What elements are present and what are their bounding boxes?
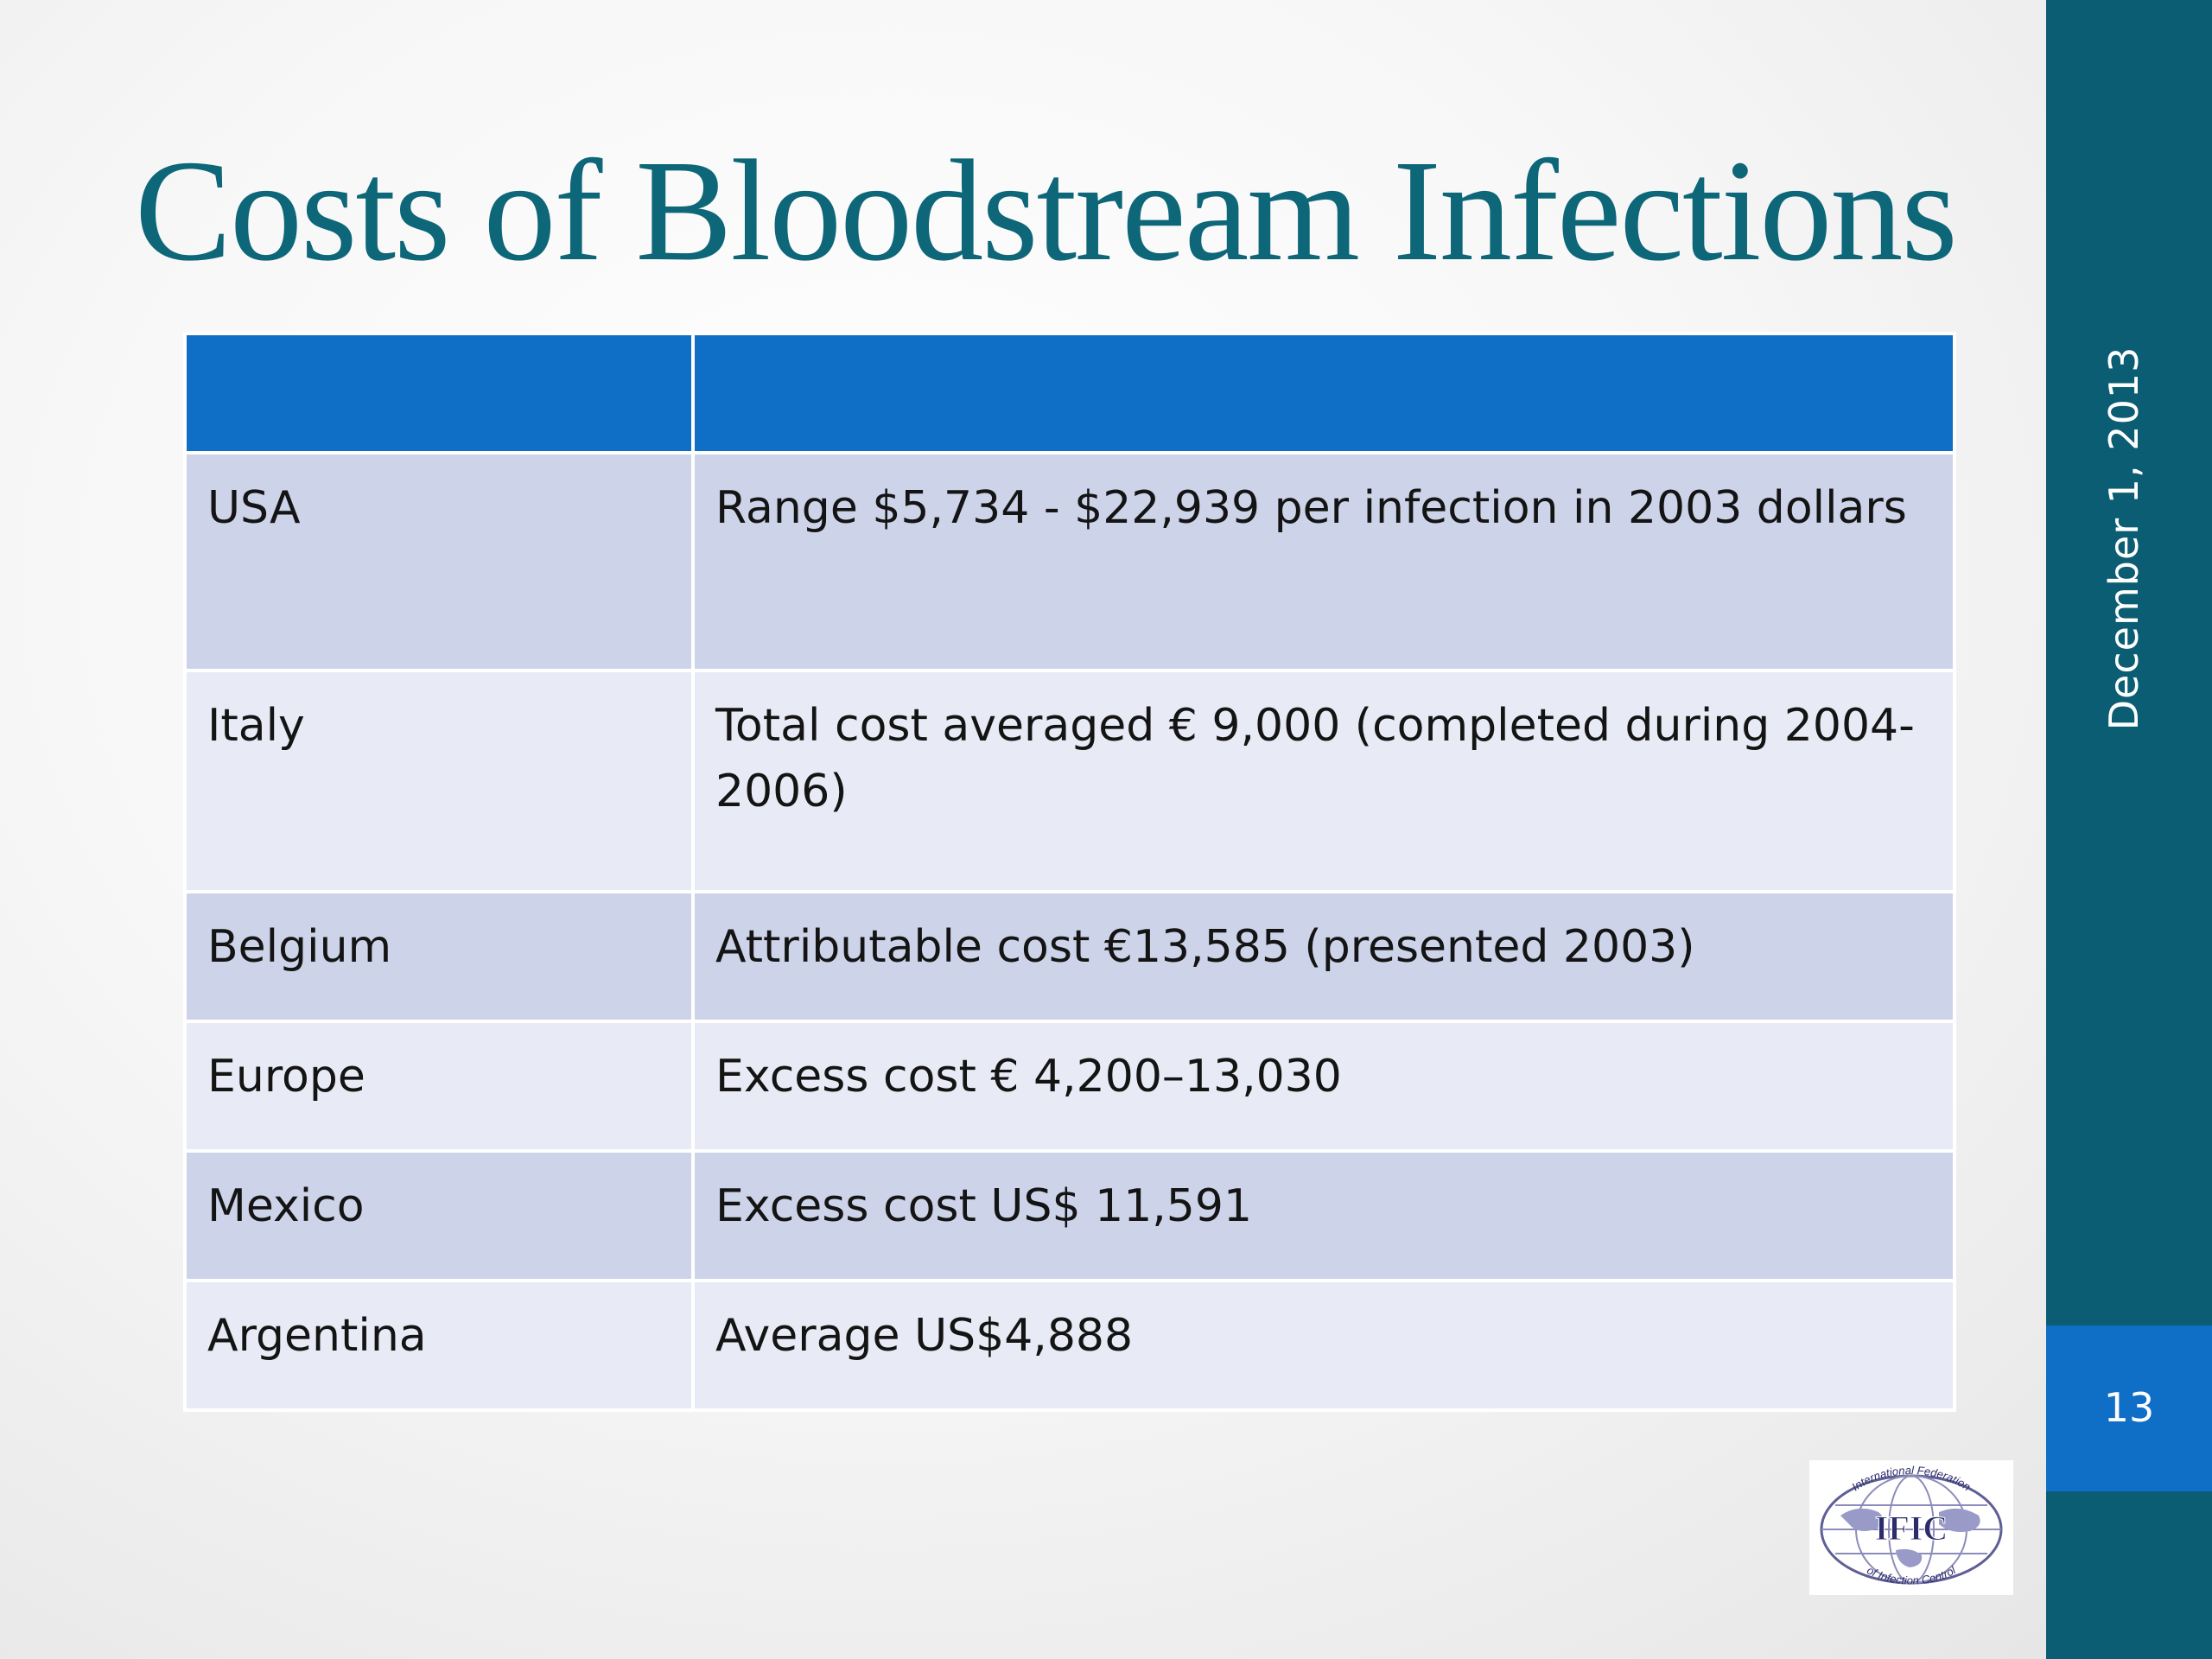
cost-cell: Excess cost US$ 11,591 xyxy=(691,1149,1956,1282)
table-row: Europe Excess cost € 4,200–13,030 xyxy=(183,1020,1956,1153)
page-number: 13 xyxy=(2103,1384,2155,1431)
country-cell: Argentina xyxy=(183,1279,695,1412)
slide-date: December 1, 2013 xyxy=(2101,346,2147,731)
cost-table: USA Range $5,734 - $22,939 per infection… xyxy=(183,332,1956,1412)
globe-icon: IFIC International Federation of Infecti… xyxy=(1820,1464,2003,1587)
country-cell: Italy xyxy=(183,669,695,893)
ific-logo: IFIC International Federation of Infecti… xyxy=(1809,1460,2013,1595)
table-header-row xyxy=(183,332,1956,454)
cost-cell: Total cost averaged € 9,000 (completed d… xyxy=(691,669,1956,893)
table-row: Argentina Average US$4,888 xyxy=(183,1279,1956,1412)
country-cell: Belgium xyxy=(183,890,695,1023)
header-cell-cost xyxy=(691,332,1956,454)
table-row: Belgium Attributable cost €13,585 (prese… xyxy=(183,890,1956,1023)
table-row: Mexico Excess cost US$ 11,591 xyxy=(183,1149,1956,1282)
table-row: Italy Total cost averaged € 9,000 (compl… xyxy=(183,669,1956,893)
country-cell: Mexico xyxy=(183,1149,695,1282)
logo-text: IFIC xyxy=(1875,1509,1948,1548)
page-number-box: 13 xyxy=(2046,1325,2212,1491)
cost-cell: Excess cost € 4,200–13,030 xyxy=(691,1020,1956,1153)
cost-table-container: USA Range $5,734 - $22,939 per infection… xyxy=(183,332,1956,1412)
cost-cell: Average US$4,888 xyxy=(691,1279,1956,1412)
table-row: USA Range $5,734 - $22,939 per infection… xyxy=(183,451,1956,672)
slide-title: Costs of Bloodstream Infections xyxy=(135,130,1958,291)
country-cell: USA xyxy=(183,451,695,672)
cost-cell: Attributable cost €13,585 (presented 200… xyxy=(691,890,1956,1023)
country-cell: Europe xyxy=(183,1020,695,1153)
header-cell-country xyxy=(183,332,695,454)
cost-cell: Range $5,734 - $22,939 per infection in … xyxy=(691,451,1956,672)
